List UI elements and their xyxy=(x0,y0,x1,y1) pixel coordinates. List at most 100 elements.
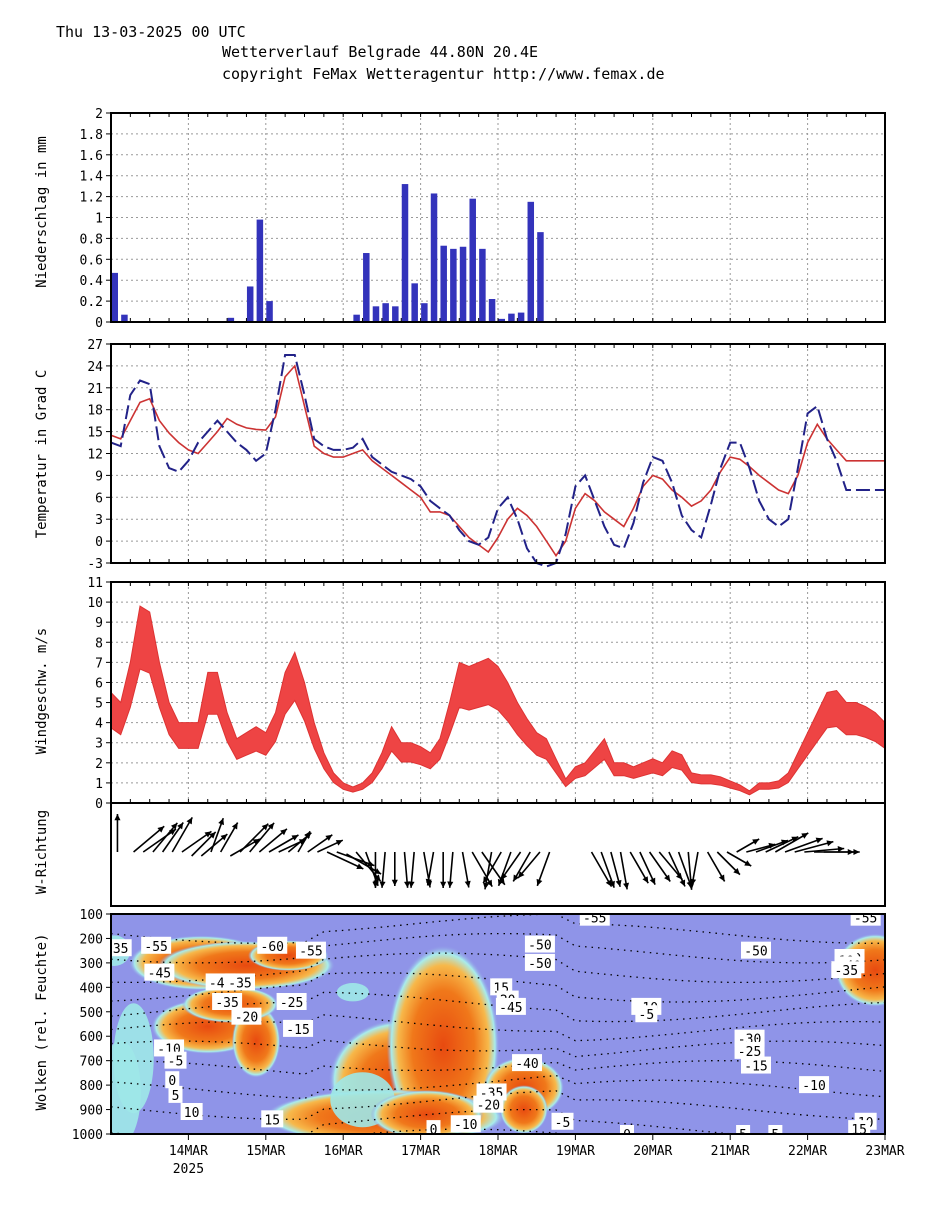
wind-direction-arrow xyxy=(461,851,471,888)
wind-arrow-head xyxy=(447,881,454,888)
precip-y-tick-label: 0 xyxy=(95,316,103,331)
wind-arrow-head xyxy=(615,879,622,887)
x-year-label: 2025 xyxy=(173,1162,204,1177)
contour-label-text: -50 xyxy=(528,957,551,972)
contour-label-text: -35 xyxy=(835,964,858,979)
contour-label-text: -5 xyxy=(639,1008,655,1023)
wind-direction-arrow xyxy=(372,852,379,888)
wind-arrow-head xyxy=(404,881,411,888)
contour-label-bg xyxy=(512,1054,543,1072)
contour-label: -50 xyxy=(524,953,555,972)
contour-label: -50 xyxy=(524,935,555,954)
wind-arrow-shaft xyxy=(677,851,693,888)
wind-direction-arrow xyxy=(648,851,671,882)
precip-bar xyxy=(121,314,128,322)
contour-label-text: -10 xyxy=(454,1118,477,1133)
wind-direction-arrow xyxy=(161,822,184,853)
cloud-humidity-panel: 35-55-60-55-50-50-55-50-55-60-45-40-35-3… xyxy=(72,908,886,1143)
wind-direction-arrow xyxy=(590,851,613,888)
precip-bar xyxy=(479,248,486,322)
wind-arrow-head xyxy=(304,831,311,839)
cloud-y-tick-label: 900 xyxy=(80,1104,103,1119)
wind-speed-axis-title: Windgeschw. m/s xyxy=(34,628,50,754)
wind-direction-arrow xyxy=(181,830,212,853)
contour-label-bg xyxy=(620,1125,634,1134)
cloud-y-tick-label: 300 xyxy=(80,957,103,972)
wind-arrow-shaft xyxy=(249,822,275,853)
precip-axis-title: Niederschlag in mm xyxy=(34,136,50,288)
contour-label: -10 xyxy=(799,1076,830,1094)
wind-direction-arrow xyxy=(317,839,344,853)
x-tick-label: 22MAR xyxy=(788,1144,827,1159)
wind-direction-arrow xyxy=(425,851,435,886)
wind-direction-arrow xyxy=(517,851,541,879)
precip-bar xyxy=(459,246,467,322)
contour-label: -25 xyxy=(276,993,307,1011)
wind-arrow-shaft xyxy=(600,851,615,888)
wind-arrow-head xyxy=(649,877,656,885)
wind-arrow-shaft xyxy=(142,828,177,853)
wind-direction-arrow xyxy=(355,851,382,882)
wind-direction-arrow xyxy=(403,851,411,888)
wind-arrow-head xyxy=(513,874,520,882)
wind-arrow-head xyxy=(186,817,193,825)
wind-arrow-head xyxy=(853,848,860,856)
wind-arrow-head xyxy=(372,881,379,888)
contour-label: 15 xyxy=(261,1110,284,1128)
contour-label: -20 xyxy=(473,1095,504,1114)
contour-label-text: -50 xyxy=(528,939,551,954)
chart-title: Wetterverlauf Belgrade 44.80N 20.4E xyxy=(222,43,538,61)
wind-arrow-head xyxy=(752,839,760,845)
wind-direction-arrow xyxy=(765,836,799,853)
wind-y-tick-label: 1 xyxy=(95,777,103,792)
wind-arrow-head xyxy=(325,834,333,841)
contour-label-bg xyxy=(144,963,175,981)
contour-label: -55 xyxy=(579,914,610,927)
wind-arrow-head xyxy=(815,837,823,844)
contour-label-bg xyxy=(212,993,243,1010)
precip-bar xyxy=(392,306,399,322)
contour-label-bg xyxy=(168,1085,183,1103)
wind-y-tick-label: 5 xyxy=(95,697,103,712)
x-tick-label: 23MAR xyxy=(865,1144,904,1159)
wind-arrow-head xyxy=(791,836,799,843)
temperature-contour-line xyxy=(111,932,885,964)
contour-label-text: -20 xyxy=(477,1099,500,1114)
contour-label-text: -50 xyxy=(744,945,767,960)
wind-arrow-head xyxy=(440,881,447,888)
wind-direction-arrow xyxy=(784,837,823,853)
wind-arrow-head xyxy=(718,874,725,882)
wind-arrow-head xyxy=(425,878,432,886)
contour-label: 5 xyxy=(736,1125,751,1134)
wind-arrow-head xyxy=(536,878,543,886)
wind-direction-arrow xyxy=(191,831,217,857)
precip-bar xyxy=(488,299,496,322)
precip-bar xyxy=(401,184,409,322)
contour-label-text: -25 xyxy=(280,996,303,1011)
contour-label-text: -35 xyxy=(215,996,238,1011)
wind-arrow-head xyxy=(356,863,364,870)
precip-bar xyxy=(363,253,370,322)
contour-label-text: -55 xyxy=(299,945,322,960)
copyright-line: copyright FeMax Wetteragentur http://www… xyxy=(222,65,665,83)
wind-arrow-head xyxy=(177,822,184,830)
wind-arrow-head xyxy=(733,868,740,875)
contour-label: -20 xyxy=(231,1007,262,1026)
wind-direction-arrow xyxy=(219,822,239,853)
precip-bar xyxy=(469,198,476,322)
precip-bar xyxy=(256,219,264,322)
contour-label: -60 xyxy=(257,936,288,955)
contour-label-text: -25 xyxy=(738,1045,761,1060)
wind-arrow-head xyxy=(464,880,471,888)
contour-label-bg xyxy=(495,997,526,1015)
wind-arrow-head xyxy=(231,822,238,830)
contour-label-bg xyxy=(231,1007,262,1025)
wind-direction-arrow xyxy=(307,834,333,853)
wind-direction-arrow xyxy=(379,851,386,888)
contour-label-bg xyxy=(524,953,555,971)
precip-y-tick-label: 0.8 xyxy=(80,232,103,247)
wind-arrow-head xyxy=(408,881,415,888)
contour-label: 0 xyxy=(620,1125,634,1134)
contour-label: -10 xyxy=(450,1115,481,1133)
